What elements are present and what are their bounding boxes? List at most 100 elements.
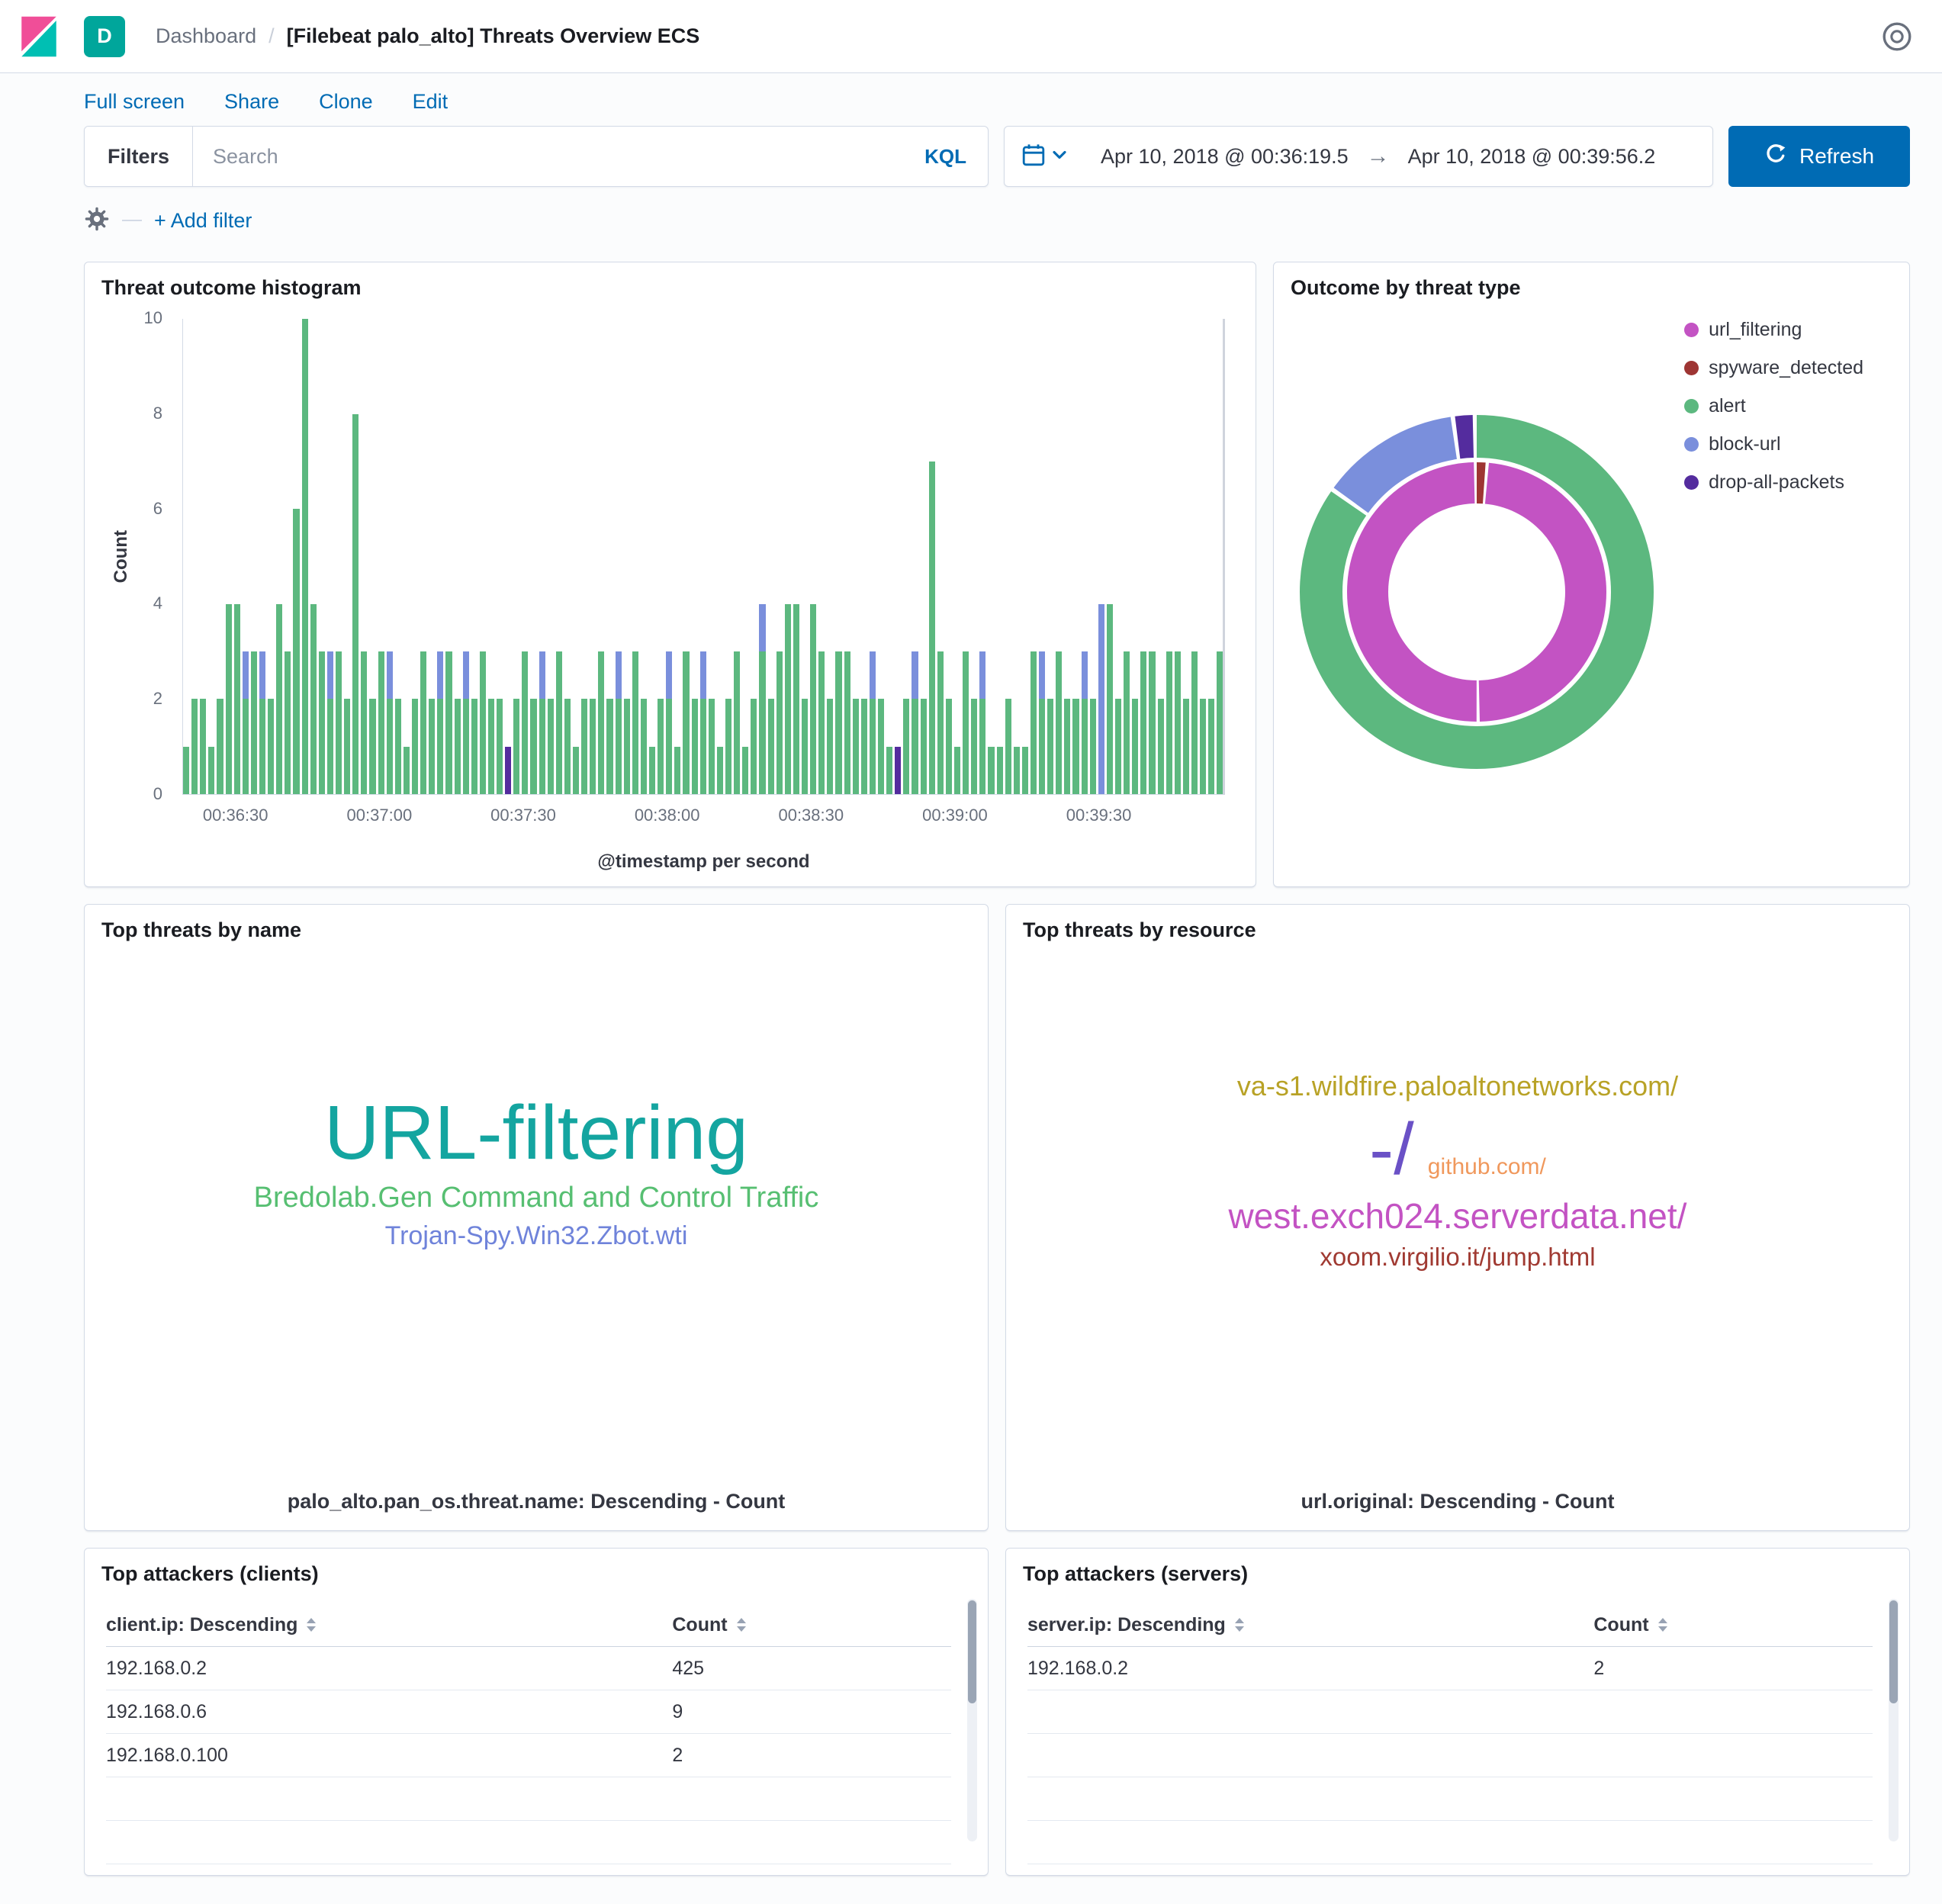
histogram-bar[interactable] <box>1072 699 1079 794</box>
histogram-bar[interactable] <box>793 603 799 794</box>
histogram-bar[interactable] <box>860 699 867 794</box>
histogram-bar[interactable] <box>920 699 927 794</box>
histogram-bar[interactable] <box>573 746 580 794</box>
histogram-bar[interactable] <box>242 651 249 794</box>
histogram-bar[interactable] <box>555 651 562 794</box>
histogram-bar[interactable] <box>835 651 842 794</box>
histogram-bar[interactable] <box>725 699 732 794</box>
tag[interactable]: Bredolab.Gen Command and Control Traffic <box>253 1182 819 1214</box>
histogram-bar[interactable] <box>716 746 723 794</box>
histogram-bar[interactable] <box>454 699 461 794</box>
histogram-bar[interactable] <box>615 651 622 794</box>
donut-segment-url_filtering[interactable] <box>1347 462 1606 722</box>
histogram-bar[interactable] <box>378 651 384 794</box>
search-input[interactable] <box>193 144 904 169</box>
donut-chart[interactable] <box>1294 409 1660 775</box>
histogram-bar[interactable] <box>522 651 529 794</box>
column-header-key[interactable]: client.ip: Descending <box>106 1603 672 1646</box>
histogram-bar[interactable] <box>225 603 232 794</box>
histogram-bar[interactable] <box>810 603 817 794</box>
histogram-bar[interactable] <box>276 603 283 794</box>
histogram-bar[interactable] <box>640 699 648 794</box>
histogram-bar[interactable] <box>1132 699 1139 794</box>
gear-icon[interactable] <box>84 206 110 236</box>
histogram-bar[interactable] <box>1115 699 1122 794</box>
histogram-bar[interactable] <box>784 603 791 794</box>
histogram-bar[interactable] <box>1124 651 1130 794</box>
histogram-bar[interactable] <box>547 699 554 794</box>
column-header-count[interactable]: Count <box>1593 1603 1873 1646</box>
histogram-bar[interactable] <box>420 651 427 794</box>
histogram-bar[interactable] <box>344 699 351 794</box>
histogram-bar[interactable] <box>590 699 596 794</box>
donut-segment-url_filtering[interactable] <box>1347 462 1606 722</box>
histogram-bar[interactable] <box>513 699 520 794</box>
histogram-bar[interactable] <box>979 651 986 794</box>
histogram-bar[interactable] <box>191 699 198 794</box>
histogram-plot[interactable] <box>182 319 1225 795</box>
histogram-bar[interactable] <box>606 699 613 794</box>
histogram-bar[interactable] <box>487 699 495 794</box>
histogram-bar[interactable] <box>912 651 918 794</box>
share-link[interactable]: Share <box>224 90 280 113</box>
histogram-bar[interactable] <box>708 699 715 794</box>
histogram-bar[interactable] <box>429 699 436 794</box>
tag[interactable]: west.exch024.serverdata.net/ <box>1228 1196 1687 1237</box>
histogram-bar[interactable] <box>1200 699 1207 794</box>
date-from[interactable]: Apr 10, 2018 @ 00:36:19.5 <box>1101 144 1349 168</box>
legend-item[interactable]: url_filtering <box>1684 319 1863 341</box>
histogram-bar[interactable] <box>953 746 961 794</box>
histogram-bar[interactable] <box>386 651 393 794</box>
histogram-bar[interactable] <box>1089 699 1096 794</box>
histogram-bar[interactable] <box>683 651 690 794</box>
refresh-button[interactable]: Refresh <box>1728 126 1910 187</box>
histogram-bar[interactable] <box>945 699 952 794</box>
histogram-bar[interactable] <box>598 651 605 794</box>
histogram-bar[interactable] <box>1064 699 1071 794</box>
calendar-button[interactable] <box>1005 143 1082 171</box>
histogram-bar[interactable] <box>971 699 978 794</box>
breadcrumb-dashboard[interactable]: Dashboard <box>156 24 257 47</box>
histogram-bar[interactable] <box>818 651 825 794</box>
histogram-bar[interactable] <box>335 651 342 794</box>
histogram-bar[interactable] <box>539 651 545 794</box>
histogram-bar[interactable] <box>1182 699 1190 794</box>
histogram-bar[interactable] <box>767 699 774 794</box>
histogram-bar[interactable] <box>988 746 995 794</box>
column-header-key[interactable]: server.ip: Descending <box>1027 1603 1593 1646</box>
histogram-bar[interactable] <box>352 413 359 794</box>
histogram-bar[interactable] <box>471 699 477 794</box>
edit-link[interactable]: Edit <box>412 90 449 113</box>
histogram-bar[interactable] <box>530 699 537 794</box>
histogram-bar[interactable] <box>742 746 749 794</box>
histogram-bar[interactable] <box>903 699 910 794</box>
histogram-bar[interactable] <box>1021 746 1028 794</box>
histogram-bar[interactable] <box>394 699 401 794</box>
tag[interactable]: -/ <box>1369 1108 1414 1190</box>
histogram-bar[interactable] <box>233 603 240 794</box>
histogram-bar[interactable] <box>844 651 850 794</box>
full-screen-link[interactable]: Full screen <box>84 90 185 113</box>
histogram-bar[interactable] <box>1081 651 1088 794</box>
histogram-bar[interactable] <box>674 746 681 794</box>
histogram-bar[interactable] <box>1047 699 1054 794</box>
histogram-bar[interactable] <box>658 699 664 794</box>
histogram-bar[interactable] <box>776 651 783 794</box>
histogram-bar[interactable] <box>649 746 656 794</box>
scrollbar-track[interactable] <box>967 1599 977 1841</box>
histogram-bar[interactable] <box>564 699 571 794</box>
histogram-bar[interactable] <box>1191 651 1198 794</box>
histogram-bar[interactable] <box>895 746 902 794</box>
histogram-bar[interactable] <box>479 651 486 794</box>
histogram-bar[interactable] <box>1208 699 1215 794</box>
histogram-bar[interactable] <box>963 651 969 794</box>
histogram-bar[interactable] <box>1174 651 1181 794</box>
histogram-bar[interactable] <box>734 651 741 794</box>
legend-item[interactable]: drop-all-packets <box>1684 471 1863 494</box>
histogram-bar[interactable] <box>1039 651 1046 794</box>
donut-segment-spyware_detected[interactable] <box>1347 462 1606 722</box>
filters-button[interactable]: Filters <box>85 127 194 186</box>
histogram-bar[interactable] <box>1157 699 1164 794</box>
histogram-bar[interactable] <box>497 699 503 794</box>
tag[interactable]: va-s1.wildfire.paloaltonetworks.com/ <box>1236 1069 1679 1102</box>
